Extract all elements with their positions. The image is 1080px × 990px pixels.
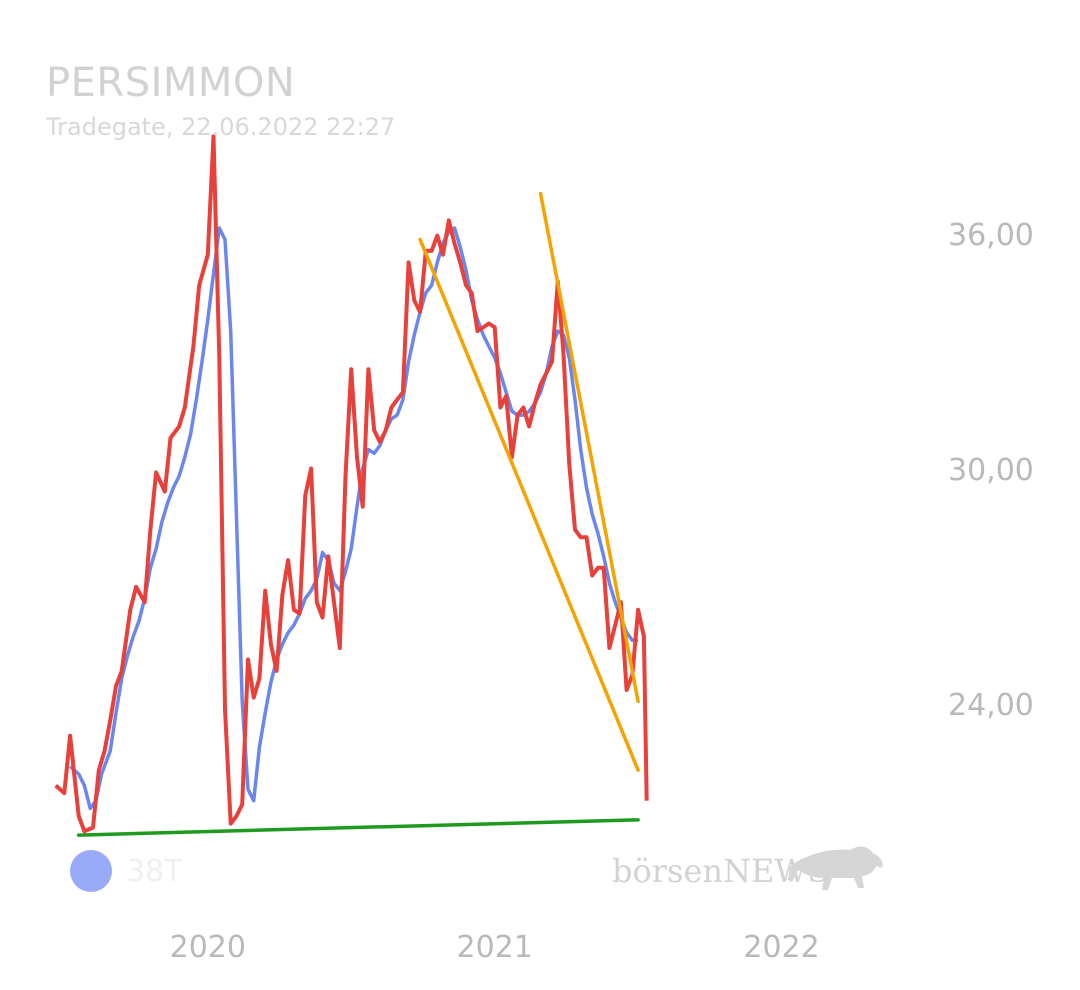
x-tick-label: 2020 — [169, 930, 246, 965]
legend-swatch — [70, 850, 112, 892]
support-line — [76, 818, 640, 837]
trendline-layer — [76, 191, 640, 837]
trend-line — [418, 237, 640, 772]
trend-line — [538, 191, 640, 704]
legend-label: 38T — [126, 854, 183, 889]
bull-icon — [788, 846, 883, 890]
y-tick-label: 36,00 — [948, 218, 1034, 253]
chart-subtitle: Tradegate, 22.06.2022 22:27 — [46, 113, 396, 141]
price-line — [54, 134, 649, 834]
moving-average-line — [68, 226, 639, 811]
series-layer — [54, 134, 649, 834]
watermark-logo: börsenNEWS — [612, 846, 892, 896]
chart-title: PERSIMMON — [46, 60, 296, 106]
y-tick-label: 24,00 — [948, 688, 1034, 723]
x-tick-label: 2022 — [743, 930, 820, 965]
x-tick-label: 2021 — [456, 930, 533, 965]
y-tick-label: 30,00 — [948, 453, 1034, 488]
